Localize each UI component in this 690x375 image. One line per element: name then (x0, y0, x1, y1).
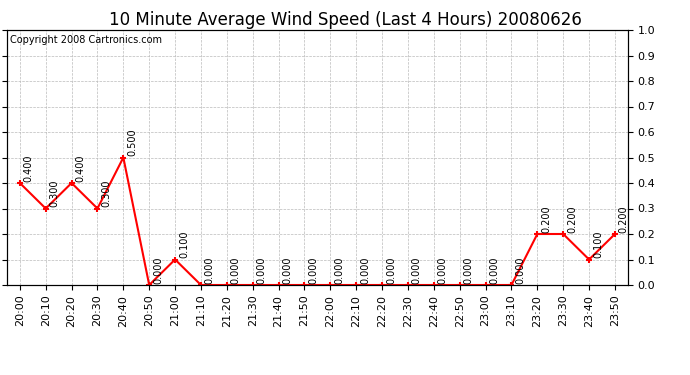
Text: 0.400: 0.400 (75, 154, 86, 182)
Text: 0.000: 0.000 (515, 256, 525, 284)
Text: 0.300: 0.300 (50, 180, 59, 207)
Text: 0.000: 0.000 (308, 256, 318, 284)
Text: Copyright 2008 Cartronics.com: Copyright 2008 Cartronics.com (10, 35, 162, 45)
Text: 10 Minute Average Wind Speed (Last 4 Hours) 20080626: 10 Minute Average Wind Speed (Last 4 Hou… (108, 11, 582, 29)
Text: 0.000: 0.000 (205, 256, 215, 284)
Text: 0.000: 0.000 (230, 256, 241, 284)
Text: 0.200: 0.200 (567, 205, 577, 233)
Text: 0.000: 0.000 (334, 256, 344, 284)
Text: 0.000: 0.000 (437, 256, 448, 284)
Text: 0.500: 0.500 (127, 129, 137, 156)
Text: 0.100: 0.100 (179, 231, 189, 258)
Text: 0.400: 0.400 (23, 154, 34, 182)
Text: 0.000: 0.000 (360, 256, 370, 284)
Text: 0.100: 0.100 (593, 231, 603, 258)
Text: 0.200: 0.200 (619, 205, 629, 233)
Text: 0.200: 0.200 (541, 205, 551, 233)
Text: 0.000: 0.000 (489, 256, 500, 284)
Text: 0.000: 0.000 (153, 256, 163, 284)
Text: 0.000: 0.000 (386, 256, 396, 284)
Text: 0.000: 0.000 (412, 256, 422, 284)
Text: 0.000: 0.000 (464, 256, 473, 284)
Text: 0.300: 0.300 (101, 180, 111, 207)
Text: 0.000: 0.000 (282, 256, 293, 284)
Text: 0.000: 0.000 (257, 256, 266, 284)
